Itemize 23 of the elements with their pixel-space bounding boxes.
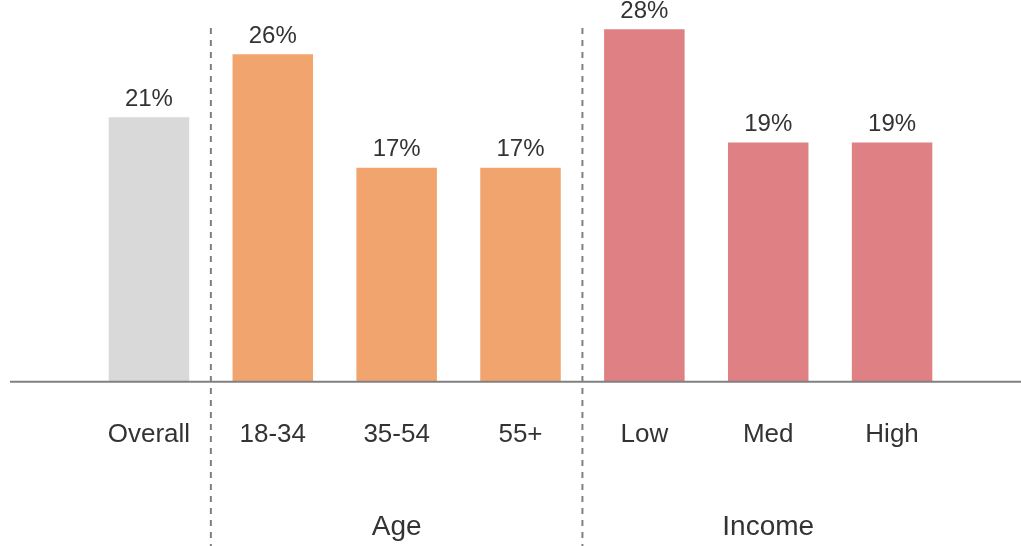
x-tick-label: Med	[742, 417, 794, 448]
data-label: 17%	[496, 134, 545, 162]
x-tick-label: 18-34	[239, 417, 307, 448]
data-label: 17%	[372, 134, 421, 162]
bar	[727, 142, 809, 382]
bar	[604, 29, 685, 382]
text: Income	[722, 509, 815, 541]
bar	[356, 167, 437, 382]
data-label: 28%	[620, 0, 669, 23]
x-tick-label: Overall	[107, 417, 191, 448]
data-label: 19%	[868, 109, 917, 137]
data-label: 21%	[124, 83, 173, 111]
text: Age	[371, 509, 422, 541]
data-label: 26%	[248, 21, 297, 48]
data-label: 19%	[744, 109, 793, 137]
bar	[108, 117, 190, 382]
x-tick-label: High	[865, 417, 919, 448]
bar	[480, 167, 561, 382]
x-tick-label: Low	[620, 417, 669, 448]
x-tick-label: 35-54	[363, 417, 430, 448]
x-tick-label: 55+	[498, 417, 543, 448]
bar	[232, 54, 314, 382]
bar	[851, 142, 933, 382]
